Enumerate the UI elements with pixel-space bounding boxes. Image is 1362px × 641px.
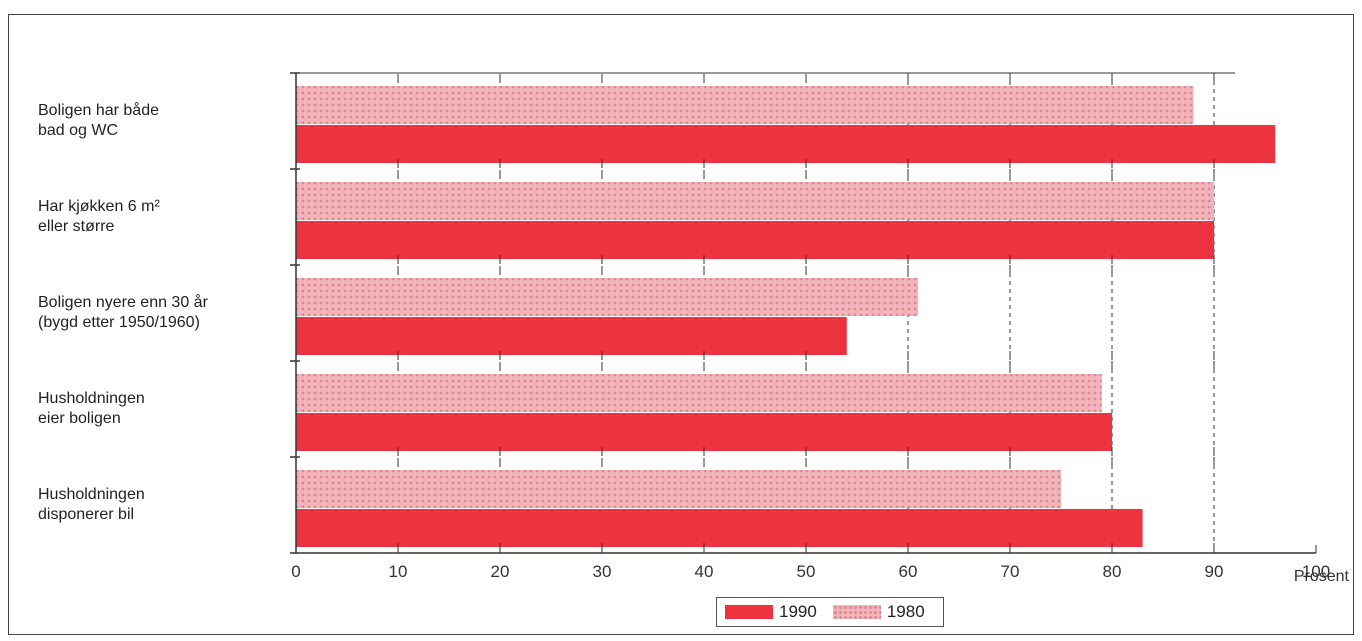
legend-swatch-1980	[832, 605, 881, 619]
chart-frame	[8, 14, 1354, 635]
bar-1990-3	[296, 317, 847, 355]
x-axis-label: Prosent	[1294, 568, 1350, 585]
bar-1990-5	[296, 509, 1143, 547]
x-tick-label-90: 90	[1205, 562, 1224, 581]
bar-1980-3	[296, 278, 919, 316]
bar-1980-4	[296, 374, 1102, 412]
bar-1980-1	[296, 86, 1194, 124]
category-label-4: Husholdningen eier boligen	[38, 390, 145, 427]
x-tick-label-20: 20	[491, 562, 510, 581]
x-tick-label-30: 30	[593, 562, 612, 581]
legend-swatch-1990	[725, 605, 773, 619]
x-tick-label-50: 50	[797, 562, 816, 581]
bar-1990-4	[296, 413, 1112, 451]
bar-1980-5	[296, 470, 1061, 508]
x-tick-label-0: 0	[291, 562, 300, 581]
legend-label-1990: 1990	[779, 602, 817, 621]
bar-1990-1	[296, 125, 1276, 163]
legend: 1990 1980	[716, 597, 944, 627]
bar-1990-2	[296, 221, 1214, 259]
x-tick-label-100: 100	[1302, 562, 1330, 581]
x-tick-label-10: 10	[389, 562, 408, 581]
category-label-3: Boligen nyere enn 30 år (bygd etter 1950/…	[38, 294, 208, 331]
legend-label-1980: 1980	[886, 602, 925, 621]
x-tick-label-60: 60	[899, 562, 918, 581]
x-tick-label-40: 40	[695, 562, 714, 581]
category-label-2: Har kjøkken 6 m² eller større	[38, 198, 160, 235]
category-label-5: Husholdningen disponerer bil	[38, 486, 145, 523]
category-label-1: Boligen har både bad og WC	[38, 102, 159, 139]
bar-1980-2	[296, 182, 1214, 220]
x-tick-label-80: 80	[1103, 562, 1122, 581]
x-tick-label-70: 70	[1001, 562, 1020, 581]
